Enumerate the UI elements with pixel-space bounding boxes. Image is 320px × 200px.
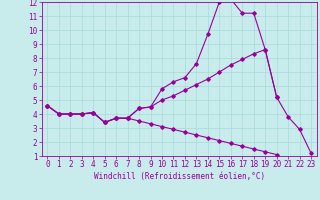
X-axis label: Windchill (Refroidissement éolien,°C): Windchill (Refroidissement éolien,°C) [94, 172, 265, 181]
